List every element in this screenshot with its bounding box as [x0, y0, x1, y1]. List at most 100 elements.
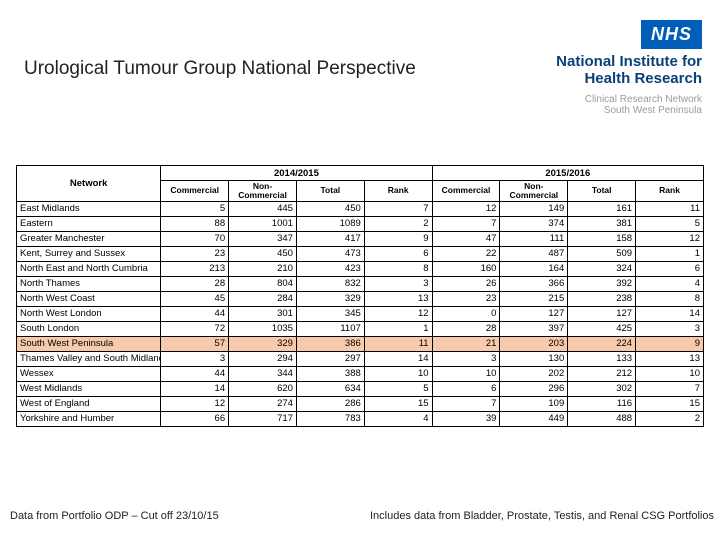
- cell-value: 203: [500, 336, 568, 351]
- cell-value: 22: [432, 246, 500, 261]
- cell-value: 804: [229, 276, 297, 291]
- cell-value: 12: [432, 201, 500, 216]
- cell-value: 417: [296, 231, 364, 246]
- cell-value: 449: [500, 411, 568, 426]
- cell-value: 88: [161, 216, 229, 231]
- table-row: North West Coast4528432913232152388: [17, 291, 704, 306]
- cell-value: 47: [432, 231, 500, 246]
- cell-value: 2: [364, 216, 432, 231]
- cell-value: 488: [568, 411, 636, 426]
- cell-network: South London: [17, 321, 161, 336]
- col-rank: Rank: [364, 181, 432, 202]
- cell-value: 212: [568, 366, 636, 381]
- cell-value: 26: [432, 276, 500, 291]
- cell-network: Eastern: [17, 216, 161, 231]
- cell-value: 783: [296, 411, 364, 426]
- cell-value: 70: [161, 231, 229, 246]
- cell-value: 0: [432, 306, 500, 321]
- cell-value: 23: [161, 246, 229, 261]
- cell-value: 109: [500, 396, 568, 411]
- cell-network: North West London: [17, 306, 161, 321]
- cell-value: 1001: [229, 216, 297, 231]
- cell-value: 392: [568, 276, 636, 291]
- cell-value: 39: [432, 411, 500, 426]
- cell-value: 28: [432, 321, 500, 336]
- cell-value: 425: [568, 321, 636, 336]
- cell-value: 509: [568, 246, 636, 261]
- table-row: Yorkshire and Humber667177834394494882: [17, 411, 704, 426]
- cell-value: 347: [229, 231, 297, 246]
- cell-value: 12: [364, 306, 432, 321]
- cell-value: 133: [568, 351, 636, 366]
- cell-value: 130: [500, 351, 568, 366]
- cell-value: 284: [229, 291, 297, 306]
- cell-value: 450: [229, 246, 297, 261]
- cell-value: 329: [229, 336, 297, 351]
- cell-network: Thames Valley and South Midlands: [17, 351, 161, 366]
- nihr-line2: Health Research: [584, 70, 702, 87]
- cell-value: 14: [364, 351, 432, 366]
- cell-value: 10: [432, 366, 500, 381]
- cell-value: 15: [636, 396, 704, 411]
- cell-value: 296: [500, 381, 568, 396]
- nihr-logo-block: NHS National Institute for Health Resear…: [556, 20, 702, 117]
- cell-value: 210: [229, 261, 297, 276]
- table-row: North East and North Cumbria213210423816…: [17, 261, 704, 276]
- nhs-logo: NHS: [641, 20, 702, 49]
- table-row: North Thames288048323263663924: [17, 276, 704, 291]
- footer-left: Data from Portfolio ODP – Cut off 23/10/…: [10, 510, 219, 522]
- cell-value: 3: [432, 351, 500, 366]
- cell-value: 423: [296, 261, 364, 276]
- cell-value: 44: [161, 366, 229, 381]
- cell-value: 832: [296, 276, 364, 291]
- cell-value: 1035: [229, 321, 297, 336]
- col-period-1: 2014/2015: [161, 166, 432, 181]
- col-commercial: Commercial: [432, 181, 500, 202]
- cell-value: 44: [161, 306, 229, 321]
- nihr-line1: National Institute for: [556, 53, 702, 70]
- cell-network: Wessex: [17, 366, 161, 381]
- cell-value: 13: [364, 291, 432, 306]
- cell-value: 381: [568, 216, 636, 231]
- cell-value: 164: [500, 261, 568, 276]
- cell-value: 12: [161, 396, 229, 411]
- cell-value: 7: [636, 381, 704, 396]
- cell-value: 28: [161, 276, 229, 291]
- cell-value: 620: [229, 381, 297, 396]
- cell-value: 14: [636, 306, 704, 321]
- cell-value: 11: [364, 336, 432, 351]
- cell-value: 14: [161, 381, 229, 396]
- table-row: South London72103511071283974253: [17, 321, 704, 336]
- cell-network: East Midlands: [17, 201, 161, 216]
- cell-network: North Thames: [17, 276, 161, 291]
- cell-value: 158: [568, 231, 636, 246]
- cell-value: 1089: [296, 216, 364, 231]
- cell-value: 301: [229, 306, 297, 321]
- cell-network: Greater Manchester: [17, 231, 161, 246]
- cell-value: 634: [296, 381, 364, 396]
- cell-value: 445: [229, 201, 297, 216]
- table-row: West of England1227428615710911615: [17, 396, 704, 411]
- cell-network: West of England: [17, 396, 161, 411]
- cell-network: North East and North Cumbria: [17, 261, 161, 276]
- col-non-commercial: Non-Commercial: [229, 181, 297, 202]
- table-row: West Midlands14620634562963027: [17, 381, 704, 396]
- cell-value: 57: [161, 336, 229, 351]
- cell-value: 9: [364, 231, 432, 246]
- cell-value: 386: [296, 336, 364, 351]
- cell-value: 10: [636, 366, 704, 381]
- cell-value: 111: [500, 231, 568, 246]
- cell-value: 274: [229, 396, 297, 411]
- cell-value: 224: [568, 336, 636, 351]
- cell-value: 3: [161, 351, 229, 366]
- col-non-commercial: Non-Commercial: [500, 181, 568, 202]
- cell-value: 238: [568, 291, 636, 306]
- col-total: Total: [568, 181, 636, 202]
- cell-value: 6: [636, 261, 704, 276]
- col-network: Network: [17, 166, 161, 202]
- cell-value: 7: [432, 216, 500, 231]
- table-row: North West London4430134512012712714: [17, 306, 704, 321]
- cell-value: 215: [500, 291, 568, 306]
- cell-value: 473: [296, 246, 364, 261]
- cell-value: 127: [500, 306, 568, 321]
